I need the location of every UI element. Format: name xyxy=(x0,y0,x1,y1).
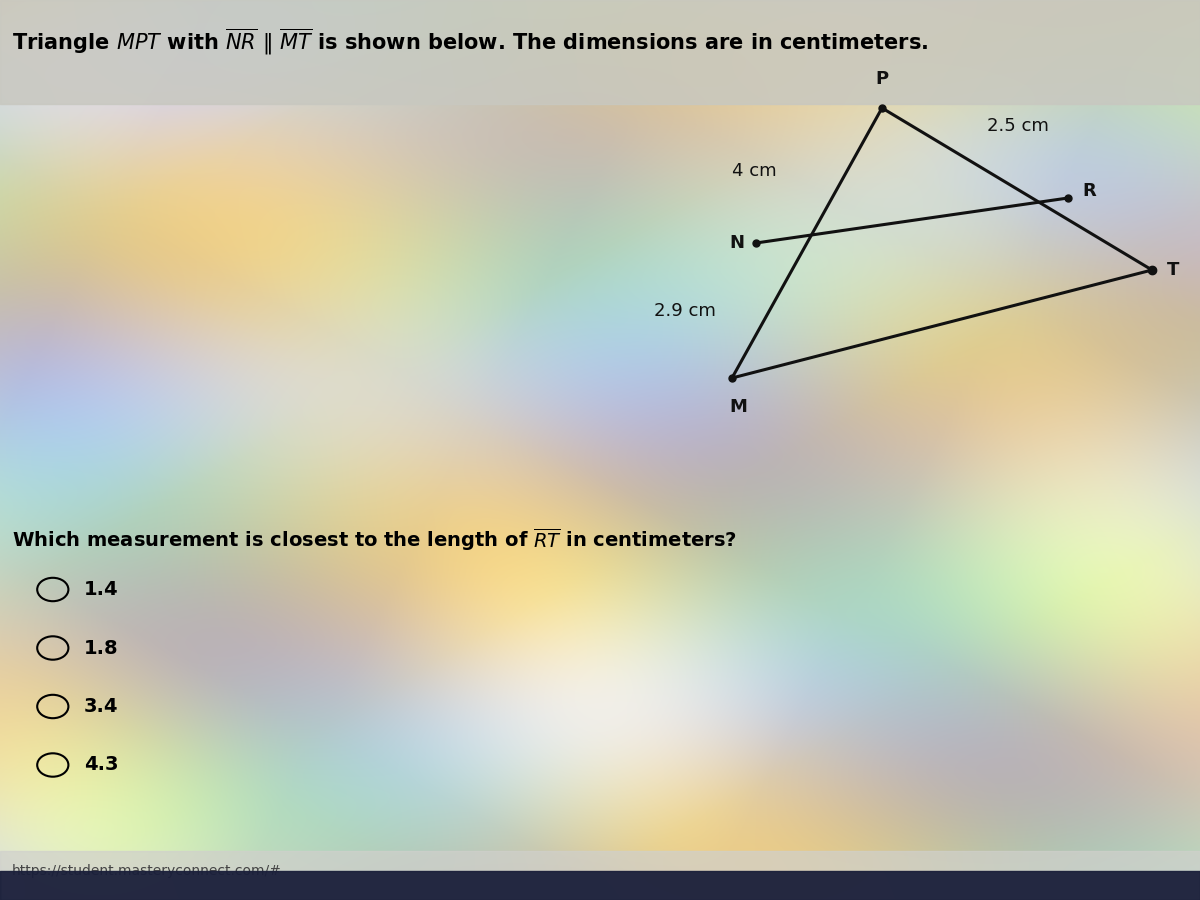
Text: 1.4: 1.4 xyxy=(84,580,119,599)
Text: Which measurement is closest to the length of $\overline{RT}$ in centimeters?: Which measurement is closest to the leng… xyxy=(12,526,737,554)
Text: P: P xyxy=(876,70,888,88)
Text: 3.4: 3.4 xyxy=(84,697,119,716)
Text: 2.9 cm: 2.9 cm xyxy=(654,302,716,319)
Text: T: T xyxy=(1166,261,1178,279)
Text: 2.5 cm: 2.5 cm xyxy=(986,117,1049,135)
Text: N: N xyxy=(730,234,744,252)
Text: 1.8: 1.8 xyxy=(84,638,119,658)
Text: R: R xyxy=(1082,182,1096,200)
Text: Triangle $\mathit{MPT}$ with $\overline{NR}\ \|\ \overline{MT}$ is shown below. : Triangle $\mathit{MPT}$ with $\overline{… xyxy=(12,27,929,58)
Text: https://student.masteryconnect.com/#: https://student.masteryconnect.com/# xyxy=(12,863,282,878)
Text: 4.3: 4.3 xyxy=(84,755,119,775)
Text: 4 cm: 4 cm xyxy=(732,162,778,180)
Text: M: M xyxy=(730,398,746,416)
